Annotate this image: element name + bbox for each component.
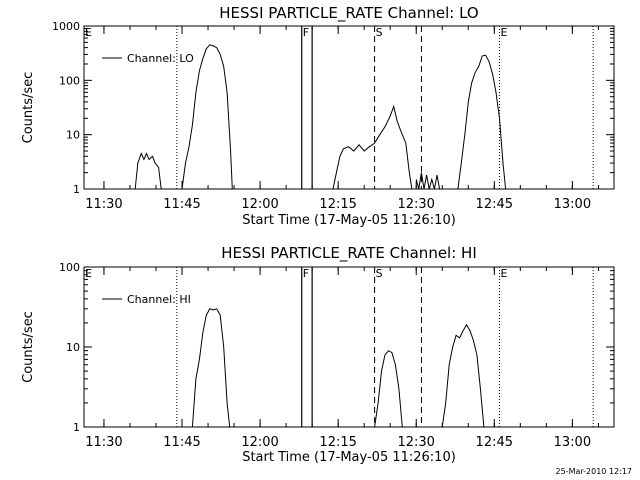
x-tick-label: 13:00 — [554, 197, 591, 212]
chart-title: HESSI PARTICLE_RATE Channel: HI — [221, 244, 477, 263]
time-marker-label: E — [500, 26, 507, 39]
series-line — [134, 152, 162, 190]
x-tick-label: 12:45 — [476, 197, 513, 212]
series-line — [191, 308, 231, 428]
y-axis-label: Counts/sec — [21, 311, 36, 383]
timestamp: 25-Mar-2010 12:17 — [555, 467, 633, 476]
x-tick-label: 11:45 — [163, 435, 200, 450]
x-tick-label: 12:00 — [241, 197, 278, 212]
series-line — [415, 172, 441, 190]
y-tick-label: 100 — [59, 74, 80, 87]
x-tick-label: 12:00 — [241, 435, 278, 450]
time-marker-label: S — [376, 267, 383, 280]
x-tick-label: 11:30 — [85, 435, 122, 450]
y-tick-label: 1 — [73, 421, 80, 434]
time-marker-label: S — [376, 26, 383, 39]
x-tick-label: 12:45 — [476, 435, 513, 450]
x-tick-label: 12:15 — [319, 435, 356, 450]
series-line — [441, 323, 485, 428]
time-marker-label: F — [303, 267, 309, 280]
series-line — [332, 104, 413, 190]
x-tick-label: 11:30 — [85, 197, 122, 212]
y-tick-label: 10 — [66, 341, 80, 354]
x-tick-label: 12:30 — [397, 435, 434, 450]
x-axis-label: Start Time (17-May-05 11:26:10) — [242, 213, 456, 228]
chart-title: HESSI PARTICLE_RATE Channel: LO — [219, 4, 478, 23]
y-axis-label: Counts/sec — [21, 72, 36, 144]
y-tick-label: 1000 — [52, 20, 80, 33]
plot-frame — [83, 266, 615, 428]
x-tick-label: 12:30 — [397, 197, 434, 212]
x-axis-label: Start Time (17-May-05 11:26:10) — [242, 450, 456, 465]
x-tick-label: 13:00 — [554, 435, 591, 450]
y-tick-label: 10 — [66, 129, 80, 142]
series-line — [374, 350, 403, 428]
legend-label: Channel: HI — [127, 293, 191, 306]
time-marker-label: E — [85, 26, 92, 39]
y-tick-label: 1 — [73, 183, 80, 196]
series-line — [181, 44, 233, 190]
plot-frame — [83, 25, 615, 190]
time-marker-label: E — [500, 267, 507, 280]
y-tick-label: 100 — [59, 261, 80, 274]
legend-label: Channel: LO — [127, 52, 194, 65]
x-tick-label: 11:45 — [163, 197, 200, 212]
time-marker-label: F — [303, 26, 309, 39]
series-line — [457, 54, 507, 190]
x-tick-label: 12:15 — [319, 197, 356, 212]
time-marker-label: E — [85, 267, 92, 280]
